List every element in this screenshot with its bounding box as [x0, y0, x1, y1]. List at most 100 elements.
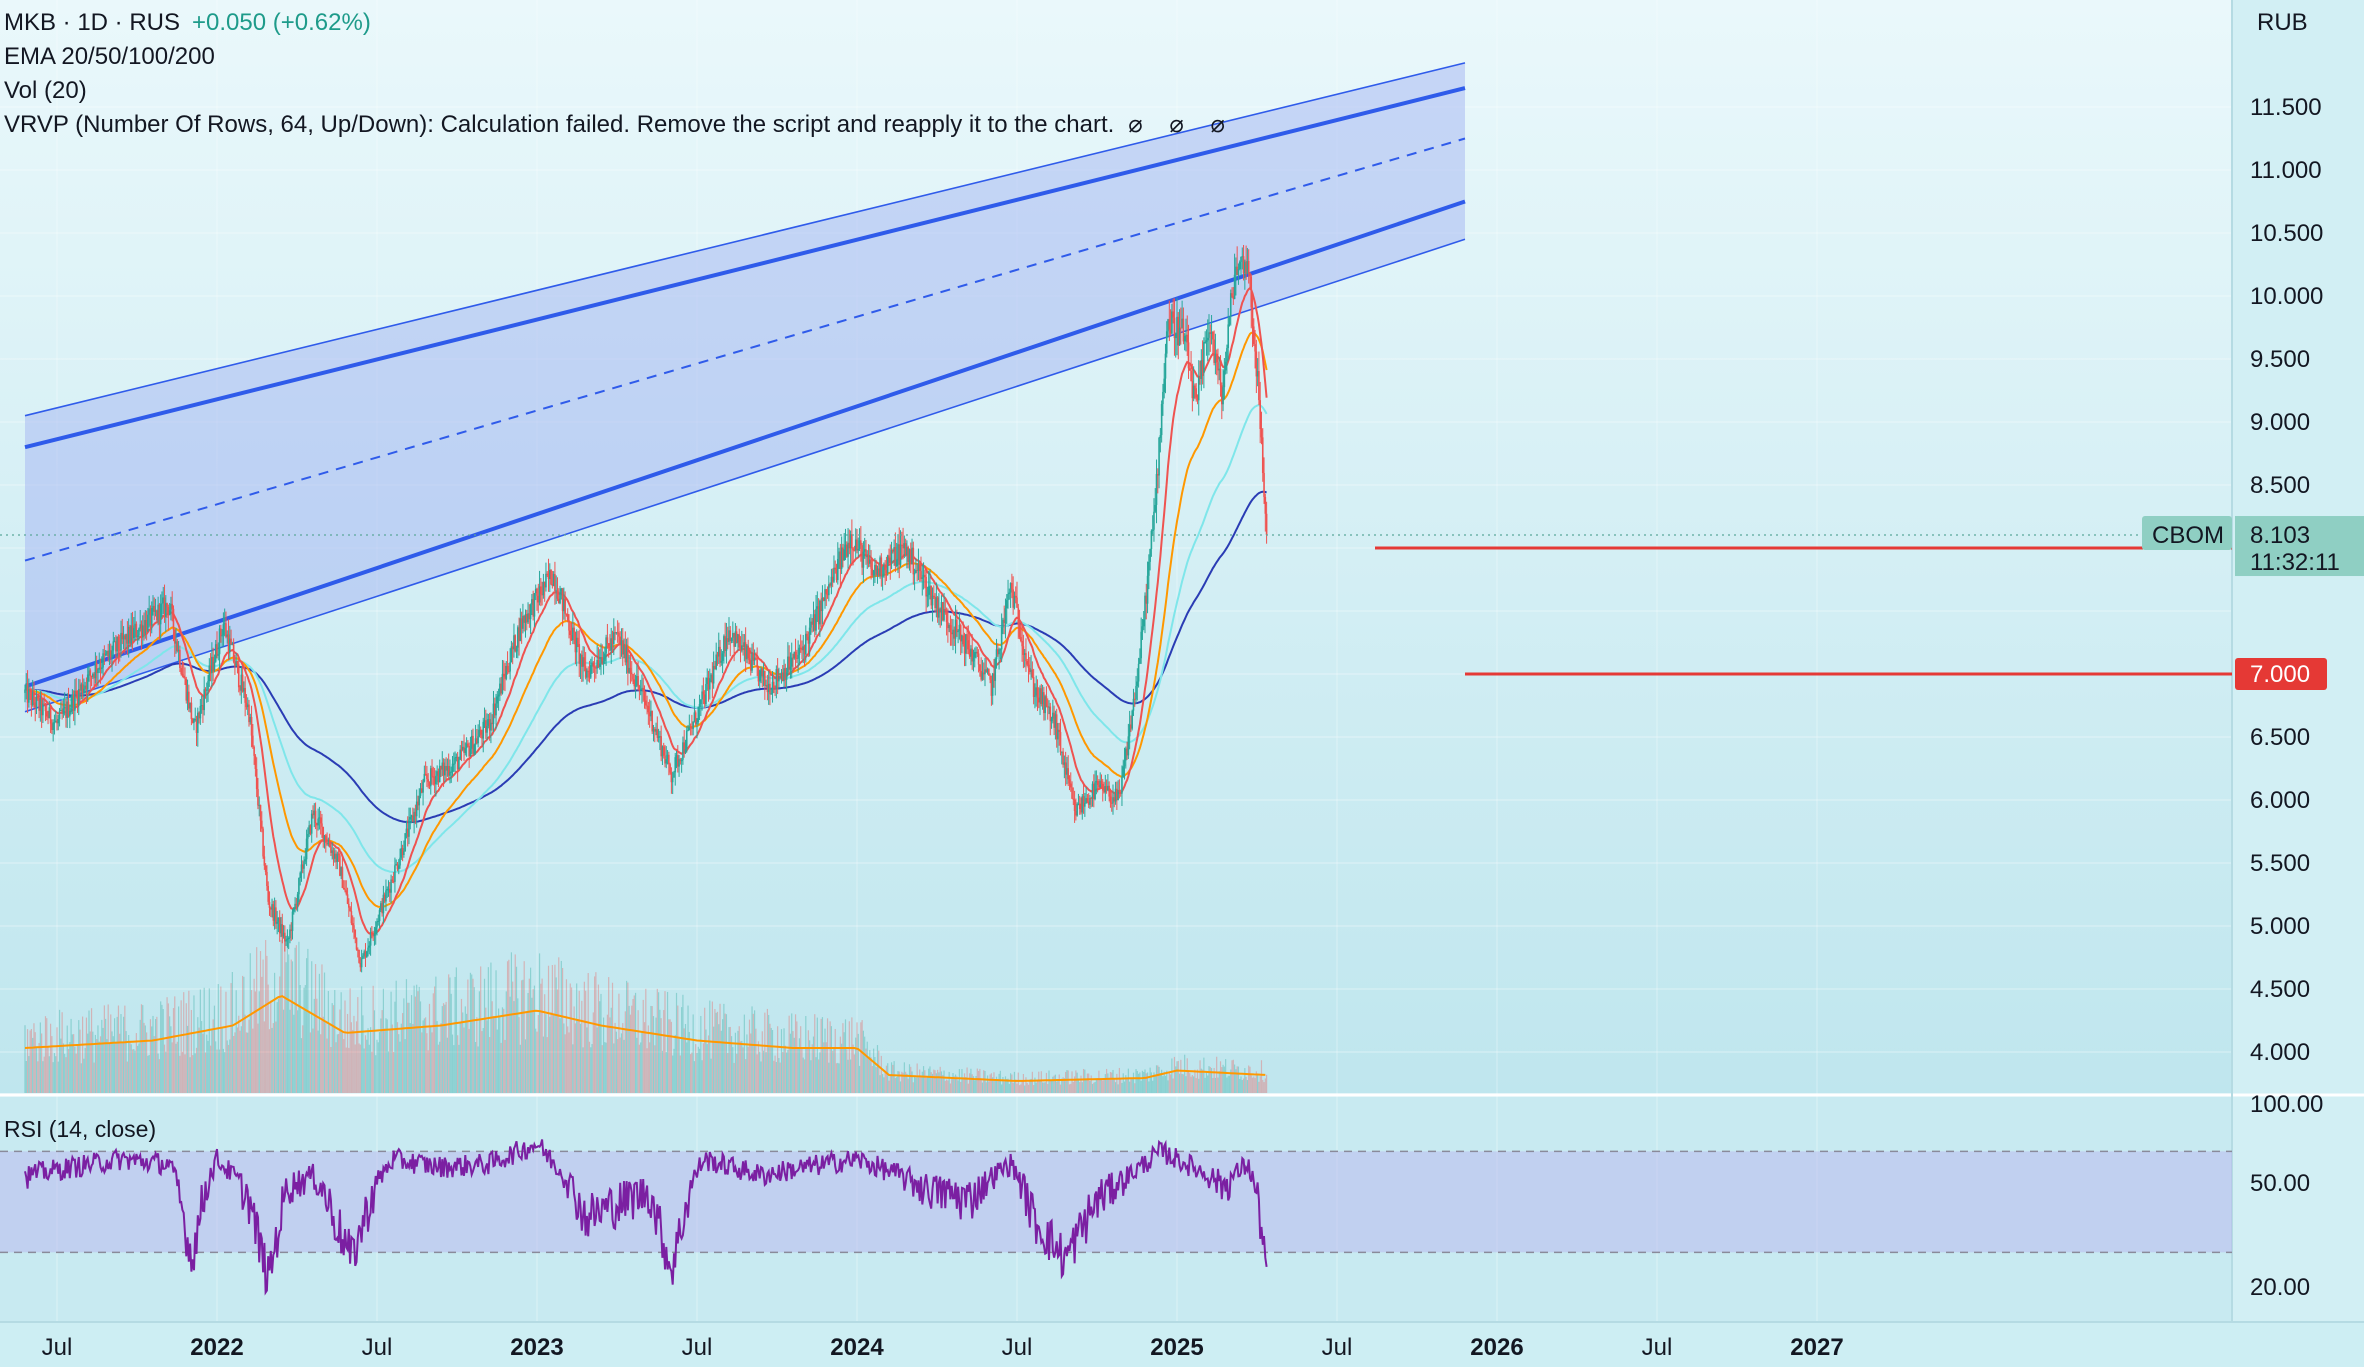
- volume-bar: [160, 1001, 162, 1093]
- candle-body: [746, 645, 748, 660]
- candle-body: [106, 651, 108, 655]
- volume-bar: [821, 1017, 824, 1093]
- last-price-bg: [2235, 516, 2364, 577]
- candle-body: [80, 684, 83, 691]
- volume-bar: [788, 1015, 790, 1093]
- volume-bar: [526, 1012, 528, 1093]
- volume-bar: [1018, 1085, 1021, 1093]
- volume-bar: [893, 1061, 895, 1093]
- rsi-title[interactable]: RSI (14, close): [4, 1116, 157, 1142]
- volume-bar: [981, 1082, 984, 1093]
- volume-bar: [50, 1023, 52, 1093]
- volume-bar: [204, 1052, 207, 1093]
- volume-bar: [919, 1069, 921, 1093]
- volume-bar: [530, 967, 532, 1093]
- volume-bar: [743, 1014, 745, 1093]
- candle-body: [255, 768, 258, 790]
- volume-bar: [892, 1064, 894, 1093]
- candle-body: [60, 709, 62, 711]
- volume-bar: [1190, 1076, 1192, 1093]
- candle-body: [1165, 331, 1168, 354]
- volume-bar: [201, 1021, 203, 1093]
- candle-body: [939, 608, 941, 613]
- candle-body: [418, 795, 421, 806]
- candle-body: [204, 689, 207, 691]
- bar-countdown: 11:32:11: [2250, 549, 2340, 576]
- candle-body: [1204, 341, 1206, 343]
- candle-body: [876, 568, 879, 575]
- candle-body: [531, 599, 533, 605]
- price-tick-label: 8.500: [2250, 472, 2310, 499]
- volume-bar: [577, 1019, 579, 1093]
- candle-body: [630, 672, 633, 675]
- legend-symbol-row[interactable]: MKB · 1D · RUS +0.050 (+0.62%): [4, 6, 1235, 40]
- legend-vrvp[interactable]: VRVP (Number Of Rows, 64, Up/Down): Calc…: [4, 108, 1235, 142]
- volume-bar: [1012, 1082, 1014, 1093]
- legend-vol[interactable]: Vol (20): [4, 77, 87, 104]
- volume-bar: [403, 998, 405, 1093]
- volume-bar: [752, 1013, 754, 1093]
- volume-bar: [340, 992, 342, 1093]
- candle-body: [821, 597, 824, 611]
- candle-body: [1265, 513, 1268, 536]
- candle-body: [757, 667, 760, 682]
- volume-bar: [44, 1016, 47, 1093]
- vrvp-text: VRVP (Number Of Rows, 64, Up/Down): Calc…: [4, 111, 1115, 138]
- volume-bar: [391, 1024, 393, 1093]
- candle-body: [419, 788, 422, 796]
- volume-bar: [1102, 1080, 1104, 1093]
- volume-bar: [760, 1061, 762, 1093]
- symbol-text: MKB · 1D · RUS: [4, 9, 181, 36]
- volume-bar: [983, 1070, 985, 1093]
- volume-bar: [33, 1023, 35, 1093]
- volume-bar: [791, 1013, 793, 1093]
- volume-bar: [74, 1046, 76, 1093]
- candle-body: [653, 729, 656, 732]
- volume-bar: [711, 1001, 713, 1093]
- volume-bar: [823, 1042, 825, 1093]
- volume-bar: [317, 1030, 319, 1093]
- legend-ema[interactable]: EMA 20/50/100/200: [4, 43, 215, 70]
- candle-body: [282, 932, 285, 937]
- volume-bar: [371, 1051, 373, 1093]
- volume-bar: [350, 1022, 352, 1093]
- candle-body: [674, 757, 677, 773]
- volume-bar: [1159, 1073, 1161, 1093]
- volume-bar: [732, 1047, 734, 1093]
- volume-bar: [419, 1001, 422, 1093]
- ema-lines[interactable]: [24, 286, 1268, 935]
- candle-body: [1096, 781, 1099, 785]
- candle-body: [373, 934, 376, 936]
- candle-body: [1100, 780, 1103, 784]
- volume-bar: [281, 928, 283, 1093]
- volume-bar: [674, 1034, 676, 1093]
- candle-body: [1199, 377, 1201, 379]
- volume-bar: [975, 1075, 977, 1093]
- candle-body: [826, 594, 829, 596]
- volume-bar: [142, 1005, 144, 1093]
- volume-bar: [188, 990, 190, 1093]
- volume-bar: [96, 1039, 98, 1093]
- time-axis[interactable]: Jul 2022 Jul 2023 Jul 2024 Jul 2025 Jul 2026 Jul 20…: [42, 1334, 1844, 1361]
- candlesticks[interactable]: [24, 244, 1268, 973]
- candle-body: [1055, 714, 1058, 740]
- candle-body: [1163, 378, 1165, 392]
- time-tick-label: Jul: [1642, 1334, 1673, 1361]
- candle-body: [455, 756, 458, 758]
- volume-bar: [906, 1073, 908, 1093]
- volume-bar: [482, 1028, 484, 1093]
- candle-body: [409, 816, 412, 820]
- candle-body: [486, 725, 488, 733]
- volume-bar: [966, 1067, 968, 1093]
- volume-bar: [436, 1021, 438, 1093]
- candle-body: [1218, 368, 1221, 371]
- horizontal-levels[interactable]: [1375, 546, 2232, 676]
- candle-body: [1103, 790, 1105, 793]
- regression-channel[interactable]: [24, 62, 1466, 713]
- volume-bar: [1116, 1073, 1118, 1093]
- volume-bar: [1232, 1059, 1234, 1093]
- volume-bar: [647, 1025, 649, 1093]
- volume-bar: [882, 1074, 884, 1093]
